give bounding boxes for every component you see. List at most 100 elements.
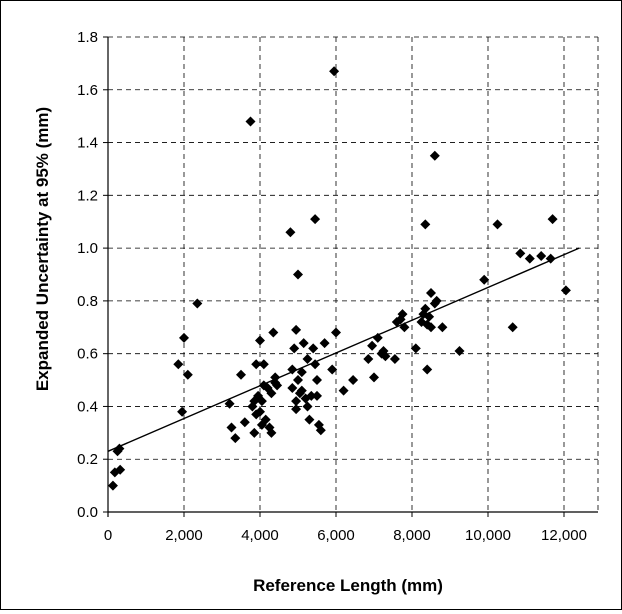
- data-point: [310, 359, 321, 370]
- data-point: [331, 327, 341, 338]
- data-point: [251, 409, 262, 420]
- data-point: [492, 219, 503, 230]
- data-point: [266, 427, 277, 438]
- x-tick-label: 6,000: [317, 527, 355, 544]
- data-point: [107, 480, 118, 491]
- data-point: [507, 322, 518, 333]
- data-point: [226, 422, 237, 433]
- data-point: [536, 251, 547, 262]
- y-tick-label: 1.2: [77, 187, 98, 204]
- x-tick-label: 0: [104, 527, 112, 544]
- data-point: [251, 359, 262, 370]
- data-point: [426, 322, 436, 333]
- data-point: [312, 375, 322, 386]
- data-point: [115, 464, 126, 475]
- data-point: [296, 385, 307, 396]
- y-tick-label: 1.8: [77, 29, 98, 46]
- data-point: [367, 340, 378, 351]
- data-point: [293, 269, 303, 280]
- data-point: [287, 364, 298, 375]
- data-point: [256, 396, 267, 407]
- data-point: [306, 390, 317, 401]
- data-point: [245, 116, 256, 127]
- data-point: [302, 401, 313, 412]
- y-tick-label: 1.6: [77, 82, 98, 99]
- data-point: [255, 406, 265, 417]
- data-point: [249, 427, 260, 438]
- data-point: [410, 343, 421, 354]
- y-tick-label: 1.0: [77, 240, 98, 257]
- data-point: [266, 388, 277, 399]
- data-point: [260, 414, 271, 425]
- data-point: [479, 274, 490, 285]
- data-point: [338, 385, 349, 396]
- data-point: [524, 253, 535, 264]
- data-point: [308, 343, 319, 354]
- x-tick-label: 4,000: [241, 527, 279, 544]
- grid-lines: [108, 36, 599, 512]
- data-point: [399, 322, 410, 333]
- data-point: [389, 353, 400, 364]
- data-point: [312, 390, 322, 401]
- data-point: [258, 359, 269, 370]
- x-tick-label: 12,000: [541, 527, 587, 544]
- data-point: [329, 66, 340, 77]
- data-point: [230, 433, 241, 444]
- data-point: [429, 150, 440, 161]
- y-tick-label: 0.8: [77, 293, 98, 310]
- data-point: [289, 343, 300, 354]
- x-tick-labels: 0 2,000 4,000 6,000 8,000 10,000 12,000: [104, 527, 587, 544]
- data-point: [304, 414, 315, 425]
- y-tick-labels: 0.0 0.2 0.4 0.6 0.8 1.0 1.2 1.4 1.6 1.8: [77, 29, 98, 521]
- x-tick-label: 10,000: [465, 527, 511, 544]
- data-point: [420, 303, 431, 314]
- data-point: [420, 219, 431, 230]
- data-point: [285, 227, 296, 238]
- data-point: [114, 443, 125, 454]
- y-axis-title: Expanded Uncertainty at 95% (mm): [33, 107, 52, 391]
- data-point: [270, 372, 281, 383]
- data-point: [319, 338, 330, 349]
- data-point: [291, 324, 302, 335]
- data-point: [272, 380, 283, 391]
- x-tick-label: 2,000: [165, 527, 203, 544]
- y-tick-label: 0.4: [77, 398, 98, 415]
- data-point: [179, 332, 189, 343]
- data-point: [268, 327, 279, 338]
- data-point: [293, 375, 303, 386]
- data-points: [107, 66, 571, 491]
- data-point: [236, 369, 246, 380]
- data-point: [255, 335, 265, 346]
- data-point: [547, 214, 558, 225]
- axes: [103, 36, 598, 517]
- x-axis-title: Reference Length (mm): [253, 576, 443, 595]
- data-point: [296, 367, 307, 378]
- data-point: [437, 322, 448, 333]
- data-point: [298, 338, 309, 349]
- data-point: [315, 425, 326, 436]
- data-point: [302, 353, 313, 364]
- data-point: [560, 285, 571, 296]
- data-point: [424, 311, 435, 322]
- data-point: [224, 398, 235, 409]
- data-point: [380, 351, 391, 362]
- y-tick-label: 0.6: [77, 346, 98, 363]
- data-point: [422, 364, 433, 375]
- data-point: [515, 248, 526, 259]
- y-tick-label: 0.0: [77, 504, 98, 521]
- data-point: [177, 406, 188, 417]
- data-point: [372, 332, 383, 343]
- data-point: [363, 353, 374, 364]
- data-point: [291, 396, 302, 407]
- data-point: [348, 375, 359, 386]
- data-point: [291, 404, 302, 415]
- data-point: [287, 382, 298, 393]
- data-point: [327, 364, 338, 375]
- data-point: [431, 295, 442, 306]
- data-point: [239, 417, 250, 428]
- trendline-line: [107, 247, 580, 452]
- data-point: [397, 309, 408, 320]
- data-point: [182, 369, 193, 380]
